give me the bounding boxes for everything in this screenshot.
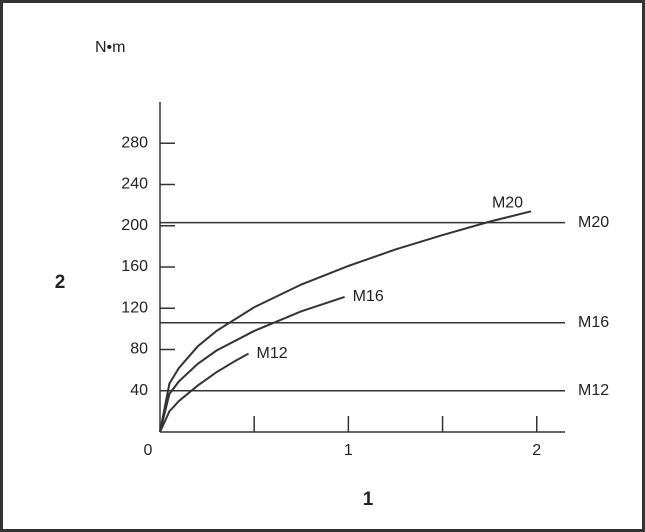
reference-label: M16 <box>578 314 609 331</box>
curve <box>159 295 345 433</box>
curve <box>159 352 250 433</box>
y-tick-label: 200 <box>121 217 148 234</box>
y-tick-label: 40 <box>130 382 148 399</box>
y-tick-label: 160 <box>121 258 148 275</box>
y-tick-label: 280 <box>121 134 148 151</box>
reference-label: M12 <box>578 382 609 399</box>
y-axis-label: 2 <box>55 272 66 293</box>
curve <box>159 210 532 433</box>
curve-label: M16 <box>353 288 384 305</box>
y-tick-label: 80 <box>130 341 148 358</box>
x-axis-label: 1 <box>363 489 374 510</box>
curve-label: M20 <box>492 195 523 212</box>
reference-label: M20 <box>578 214 609 231</box>
curve-label: M12 <box>257 345 288 362</box>
x-tick-label: 1 <box>344 442 353 459</box>
y-tick-label: 120 <box>121 299 148 316</box>
x-tick-label: 0 <box>144 442 153 459</box>
y-tick-label: 240 <box>121 176 148 193</box>
unit-label: N•m <box>95 39 125 56</box>
x-tick-label: 2 <box>532 442 541 459</box>
